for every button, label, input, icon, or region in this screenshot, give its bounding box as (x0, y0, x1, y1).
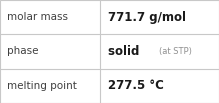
Text: melting point: melting point (7, 81, 76, 91)
Text: 771.7 g/mol: 771.7 g/mol (108, 11, 186, 24)
Text: molar mass: molar mass (7, 12, 68, 22)
Text: (at STP): (at STP) (159, 47, 192, 56)
Text: 277.5 °C: 277.5 °C (108, 79, 164, 92)
Text: phase: phase (7, 46, 38, 57)
Text: solid: solid (108, 45, 148, 58)
